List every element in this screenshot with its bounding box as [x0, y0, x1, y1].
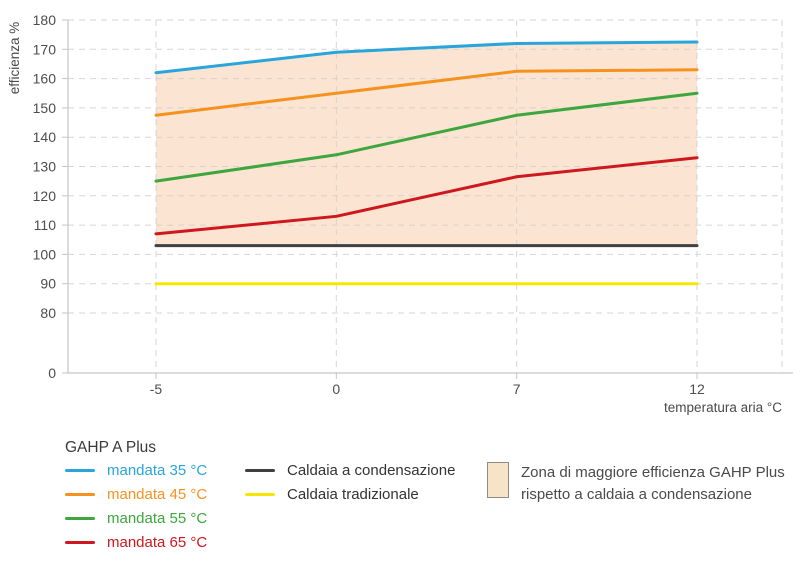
legend-item-mandata-35: mandata 35 °C	[65, 458, 207, 482]
x-axis-title: temperatura aria °C	[664, 400, 782, 415]
y-tick-label-90: 90	[40, 276, 56, 292]
efficiency-chart: 0 80 90 100 110 120 130 140 150 160 170 180 -5 0 7 12 ef…	[7, 12, 793, 415]
legend-item-zone: Zona di maggiore efficienza GAHP Plus ri…	[487, 462, 785, 506]
y-tick-label-150: 150	[33, 100, 57, 116]
legend-label-caldaia-tradizionale: Caldaia tradizionale	[287, 485, 419, 503]
y-axis-title: efficienza %	[7, 22, 22, 95]
legend-label-zone: Zona di maggiore efficienza GAHP Plus ri…	[521, 462, 785, 506]
y-tick-label-170: 170	[33, 41, 57, 57]
efficiency-zone-area	[156, 41, 697, 246]
y-tick-label-120: 120	[33, 188, 57, 204]
series-line-mandata-55-c	[154, 91, 699, 183]
legend-swatch-mandata-35	[65, 468, 95, 472]
y-tick-label-110: 110	[34, 217, 57, 233]
x-tick-label-1: 0	[332, 381, 340, 397]
series-line-mandata-65-c	[154, 156, 699, 236]
legend-group-gahp: GAHP A Plus mandata 35 °C mandata 45 °C …	[65, 438, 207, 554]
legend-swatch-caldaia-condensazione	[245, 468, 275, 472]
legend-label-mandata-45: mandata 45 °C	[107, 485, 208, 503]
series-line-mandata-45-c	[154, 68, 699, 117]
legend-swatch-zone	[487, 462, 509, 498]
series-line-mandata-35-c	[154, 40, 699, 75]
legend-item-mandata-55: mandata 55 °C	[65, 506, 207, 530]
x-tick-label-0: -5	[150, 381, 163, 397]
legend-swatch-mandata-45	[65, 492, 95, 496]
y-tick-label-180: 180	[33, 12, 57, 28]
legend-label-mandata-65: mandata 65 °C	[107, 533, 208, 551]
y-tick-label-0: 0	[48, 365, 56, 381]
y-tick-label-160: 160	[33, 71, 57, 87]
legend-label-zone-line1: Zona di maggiore efficienza GAHP Plus	[521, 464, 785, 481]
legend-swatch-mandata-55	[65, 516, 95, 520]
y-tick-label-80: 80	[40, 305, 56, 321]
legend-item-mandata-65: mandata 65 °C	[65, 530, 207, 554]
legend-group-boilers: Caldaia a condensazione Caldaia tradizio…	[245, 458, 455, 506]
legend-label-zone-line2: rispetto a caldaia a condensazione	[521, 486, 752, 503]
y-tick-label-130: 130	[33, 159, 57, 175]
x-tick-label-2: 7	[513, 381, 521, 397]
y-tick-label-140: 140	[33, 129, 57, 145]
y-tick-label-100: 100	[33, 246, 57, 262]
legend-item-caldaia-condensazione: Caldaia a condensazione	[245, 458, 455, 482]
legend-swatch-caldaia-tradizionale	[245, 492, 275, 496]
legend-label-caldaia-condensazione: Caldaia a condensazione	[287, 461, 456, 479]
legend: GAHP A Plus mandata 35 °C mandata 45 °C …	[0, 438, 800, 565]
x-tick-label-3: 12	[689, 381, 705, 397]
legend-swatch-mandata-65	[65, 540, 95, 544]
legend-item-caldaia-tradizionale: Caldaia tradizionale	[245, 482, 455, 506]
legend-label-mandata-35: mandata 35 °C	[107, 461, 208, 479]
legend-item-mandata-45: mandata 45 °C	[65, 482, 207, 506]
legend-label-mandata-55: mandata 55 °C	[107, 509, 208, 527]
legend-group-title: GAHP A Plus	[65, 439, 157, 456]
